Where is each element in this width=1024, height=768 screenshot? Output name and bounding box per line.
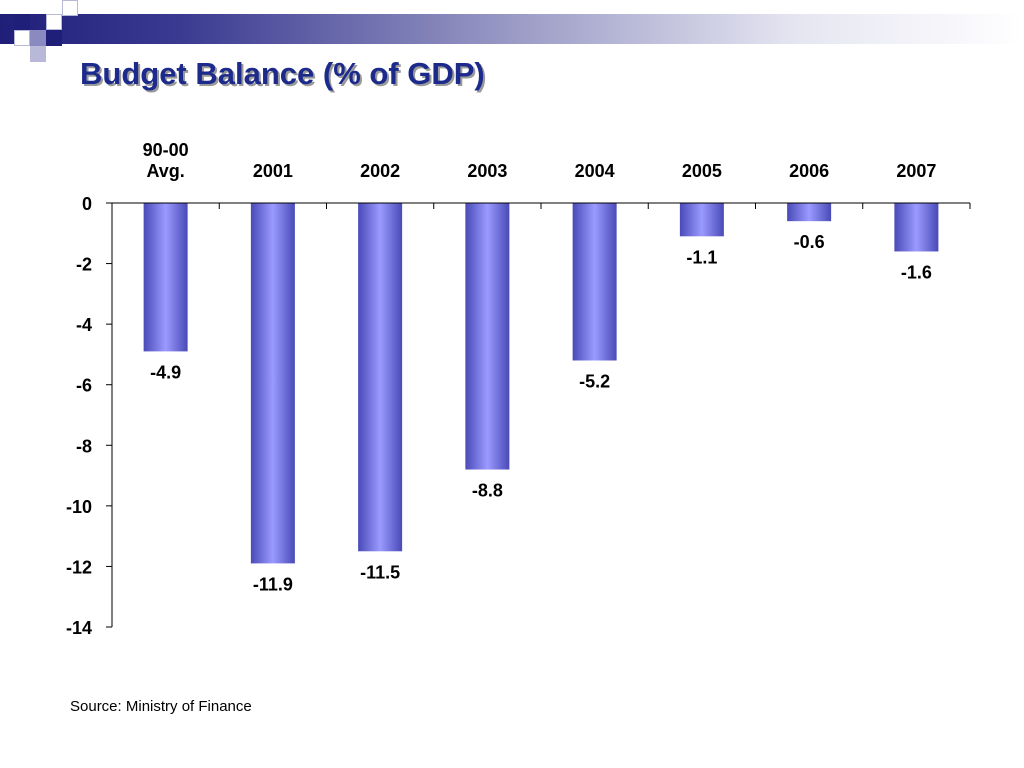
data-label: -5.2: [579, 371, 610, 391]
category-label: 2004: [575, 161, 615, 181]
bar: [358, 203, 403, 552]
bar: [787, 203, 832, 222]
y-tick-label: -10: [66, 497, 92, 517]
data-label: -1.1: [686, 247, 717, 267]
y-tick-label: 0: [82, 194, 92, 214]
y-tick-label: -8: [76, 436, 92, 456]
data-label: -11.9: [253, 574, 293, 594]
bar: [465, 203, 510, 470]
bar: [250, 203, 295, 564]
source-note: Source: Ministry of Finance: [70, 698, 252, 715]
data-label: -4.9: [150, 362, 181, 382]
header-band: [0, 14, 1024, 44]
category-label: 90-00: [143, 140, 189, 160]
bar: [572, 203, 617, 361]
category-label: Avg.: [146, 161, 184, 181]
data-label: -0.6: [794, 232, 825, 252]
category-label: 2007: [896, 161, 936, 181]
slide-title: Budget Balance (% of GDP): [80, 56, 485, 91]
y-tick-label: -6: [76, 376, 92, 396]
y-tick-label: -4: [76, 315, 92, 335]
category-label: 2002: [360, 161, 400, 181]
data-label: -11.5: [360, 562, 400, 582]
category-label: 2003: [467, 161, 507, 181]
bar: [143, 203, 188, 352]
category-label: 2006: [789, 161, 829, 181]
bar: [679, 203, 724, 237]
y-tick-label: -12: [66, 557, 92, 577]
bar: [894, 203, 939, 252]
category-label: 2001: [253, 161, 293, 181]
data-label: -1.6: [901, 262, 932, 282]
data-label: -8.8: [472, 481, 503, 501]
category-label: 2005: [682, 161, 722, 181]
y-tick-label: -2: [76, 255, 92, 275]
y-tick-label: -14: [66, 618, 92, 638]
